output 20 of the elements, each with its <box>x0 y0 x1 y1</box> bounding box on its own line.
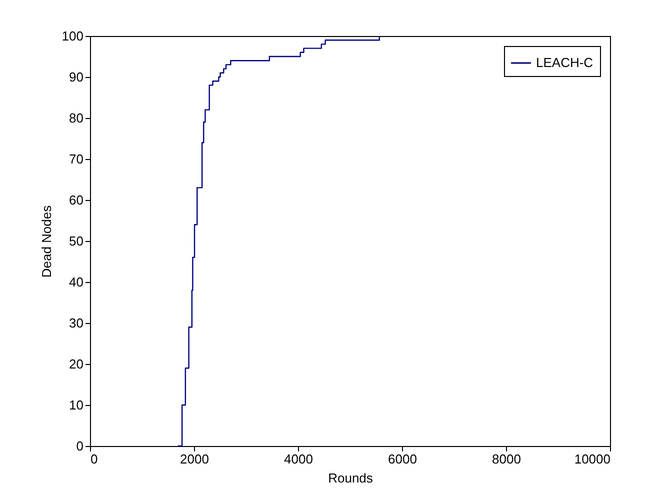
y-axis-title: Dead Nodes <box>38 204 54 278</box>
x-axis-title: Rounds <box>328 470 374 486</box>
x-tick-label: 2000 <box>180 452 209 466</box>
y-tick-label: 0 <box>76 438 84 454</box>
y-tick-label: 70 <box>69 152 84 166</box>
y-tick-label: 90 <box>69 70 84 84</box>
y-tick-label: 20 <box>69 356 84 372</box>
y-tick-label: 50 <box>69 234 84 248</box>
x-tick-label: 0 <box>90 452 98 466</box>
legend-label: LEACH-C <box>536 55 594 70</box>
y-tick-label: 100 <box>62 28 84 44</box>
x-tick-label: 10000 <box>574 452 610 466</box>
x-tick-label: 8000 <box>492 452 521 466</box>
x-tick-label: 6000 <box>388 452 417 466</box>
y-tick-label: 10 <box>69 398 84 412</box>
y-tick-label: 30 <box>69 316 84 330</box>
y-tick-label: 80 <box>69 110 84 126</box>
y-tick-label: 40 <box>69 274 84 290</box>
x-tick-label: 4000 <box>284 452 313 466</box>
y-tick-label: 60 <box>69 192 84 208</box>
